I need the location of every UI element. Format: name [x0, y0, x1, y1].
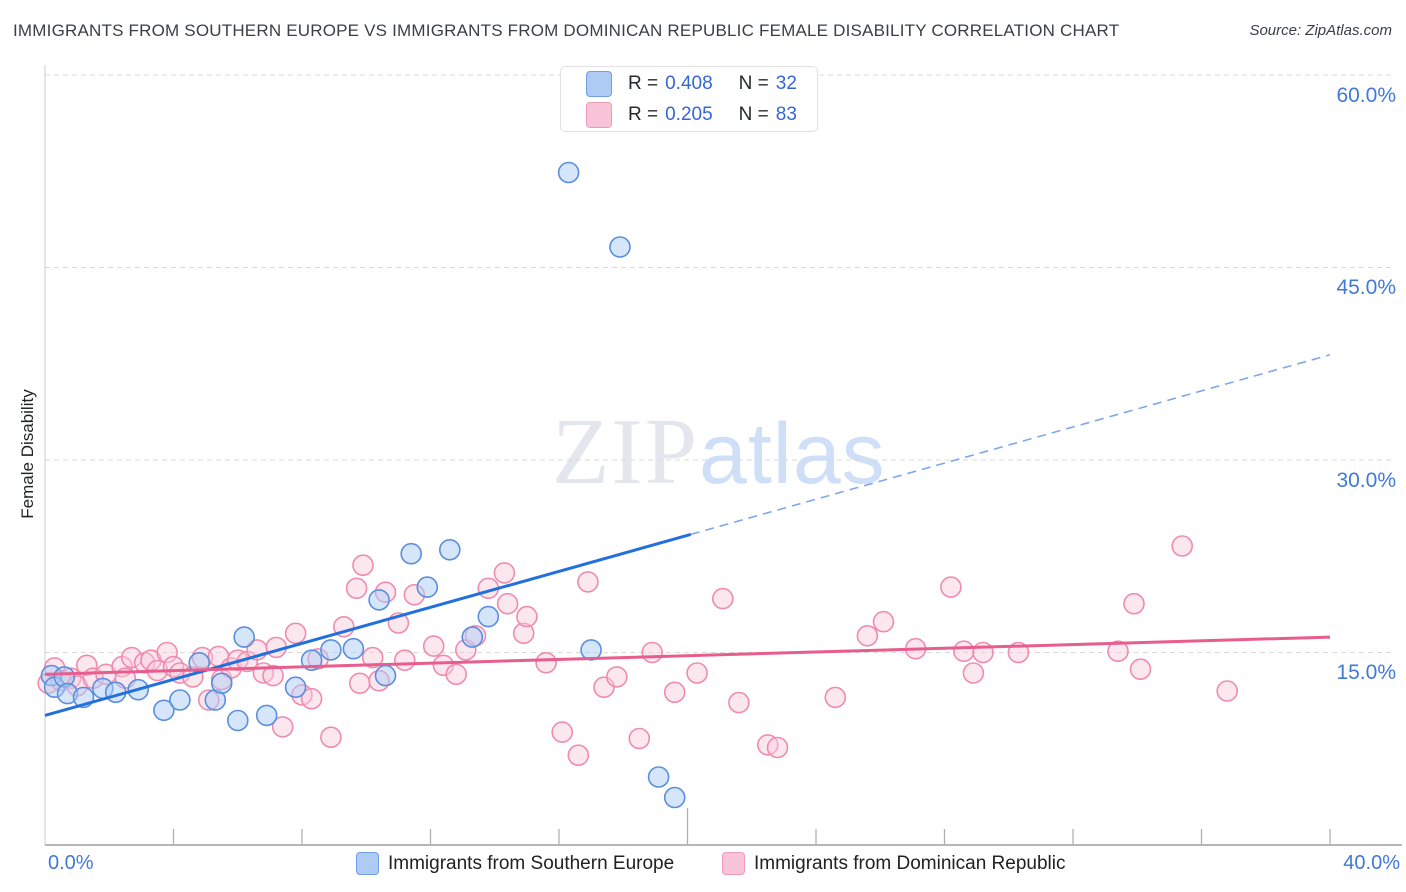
legend-swatch-southern-europe	[356, 852, 379, 875]
r-value-pink: 0.205	[665, 103, 713, 125]
scatter-point-dominican-republic	[262, 664, 284, 687]
legend-swatch-dominican-republic	[722, 852, 745, 875]
legend-label-dominican-republic: Immigrants from Dominican Republic	[754, 853, 1066, 874]
scatter-point-dominican-republic	[422, 635, 445, 657]
r-label: R =	[628, 103, 659, 125]
x-tick-label-min: 0.0%	[48, 852, 94, 874]
r-value-blue: 0.408	[665, 72, 713, 94]
scatter-point-southern-europe	[368, 589, 390, 611]
scatter-point-dominican-republic	[348, 672, 371, 695]
scatter-point-southern-europe	[342, 637, 365, 660]
scatter-point-southern-europe	[227, 709, 249, 732]
scatter-point-dominican-republic	[1129, 658, 1152, 681]
scatter-point-southern-europe	[255, 704, 278, 727]
scatter-point-dominican-republic	[271, 716, 294, 738]
scatter-point-dominican-republic	[1171, 535, 1193, 557]
scatter-point-dominican-republic	[345, 577, 368, 600]
scatter-point-dominican-republic	[872, 610, 895, 633]
scatter-point-southern-europe	[438, 538, 461, 561]
scatter-point-dominican-republic	[686, 662, 708, 684]
trend-line-dashed-blue	[690, 353, 1331, 536]
scatter-point-southern-europe	[609, 236, 631, 258]
scatter-point-southern-europe	[153, 699, 175, 722]
blue-series-swatch	[586, 70, 612, 97]
scatter-point-dominican-republic	[856, 624, 879, 647]
x-tick-label-max: 40.0%	[1343, 852, 1400, 874]
scatter-point-southern-europe	[374, 664, 397, 687]
scatter-point-dominican-republic	[156, 641, 178, 664]
n-label: N =	[738, 72, 769, 94]
scatter-point-dominican-republic	[284, 622, 307, 645]
n-value-blue: 32	[775, 72, 797, 94]
scatter-point-dominican-republic	[535, 651, 557, 674]
n-label: N =	[738, 103, 769, 125]
stats-row-dominican-republic: R = 0.205 N = 83	[586, 101, 817, 128]
scatter-point-southern-europe	[320, 639, 342, 661]
scatter-point-dominican-republic	[361, 646, 384, 669]
scatter-point-dominican-republic	[1216, 680, 1238, 702]
watermark-atlas: atlas	[699, 406, 886, 502]
scatter-point-dominican-republic	[952, 640, 975, 663]
trend-line-blue	[44, 532, 692, 717]
scatter-point-southern-europe	[663, 786, 686, 809]
watermark-zip: ZIP	[552, 400, 699, 504]
scatter-point-dominican-republic	[728, 691, 750, 714]
scatter-point-dominican-republic	[393, 649, 416, 672]
scatter-point-dominican-republic	[512, 622, 535, 645]
scatter-point-dominican-republic	[551, 721, 574, 743]
scatter-point-dominican-republic	[628, 727, 651, 750]
scatter-point-dominican-republic	[940, 576, 962, 598]
trend-line-pink	[44, 635, 1331, 676]
scatter-point-southern-europe	[284, 676, 307, 699]
scatter-point-dominican-republic	[496, 592, 519, 615]
correlation-stats-box: R = 0.408 N = 32 R = 0.205 N = 83	[560, 66, 818, 132]
page-title: IMMIGRANTS FROM SOUTHERN EUROPE VS IMMIG…	[13, 21, 1120, 40]
scatter-point-dominican-republic	[641, 641, 664, 664]
scatter-point-dominican-republic	[577, 571, 599, 593]
scatter-point-dominican-republic	[824, 686, 847, 709]
pink-series-swatch	[586, 101, 612, 128]
scatter-point-dominican-republic	[320, 726, 342, 749]
scatter-point-dominican-republic	[1107, 640, 1129, 663]
n-value-pink: 83	[775, 103, 797, 125]
scatter-point-southern-europe	[477, 605, 500, 628]
scatter-point-southern-europe	[169, 689, 191, 711]
scatter-point-dominican-republic	[766, 736, 789, 759]
stats-row-southern-europe: R = 0.408 N = 32	[586, 70, 817, 97]
y-tick-label-60: 60.0%	[1336, 84, 1396, 107]
scatter-point-southern-europe	[557, 161, 580, 184]
scatter-point-dominican-republic	[567, 744, 590, 767]
watermark: ZIPatlas	[552, 398, 886, 506]
scatter-point-dominican-republic	[962, 662, 985, 684]
scatter-point-southern-europe	[416, 576, 439, 598]
legend-label-southern-europe: Immigrants from Southern Europe	[388, 853, 675, 874]
scatter-point-dominican-republic	[352, 554, 374, 577]
scatter-point-dominican-republic	[663, 681, 686, 704]
scatter-point-dominican-republic	[300, 687, 323, 710]
scatter-point-dominican-republic	[516, 605, 538, 628]
scatter-point-dominican-republic	[76, 654, 98, 677]
scatter-point-dominican-republic	[711, 587, 734, 610]
scatter-point-southern-europe	[210, 672, 233, 695]
scatter-point-dominican-republic	[493, 562, 516, 584]
scatter-point-southern-europe	[400, 542, 423, 565]
scatter-point-dominican-republic	[445, 663, 468, 686]
scatter-point-dominican-republic	[605, 666, 628, 688]
r-label: R =	[628, 72, 659, 94]
scatter-point-southern-europe	[647, 766, 670, 788]
scatter-point-southern-europe	[461, 626, 484, 648]
scatter-point-dominican-republic	[1123, 592, 1145, 615]
y-tick-label-45: 45.0%	[1336, 276, 1396, 299]
y-tick-label-15: 15.0%	[1336, 661, 1396, 684]
scatter-point-southern-europe	[233, 626, 255, 648]
y-tick-label-30: 30.0%	[1336, 469, 1396, 492]
source-attribution: Source: ZipAtlas.com	[1249, 22, 1392, 39]
